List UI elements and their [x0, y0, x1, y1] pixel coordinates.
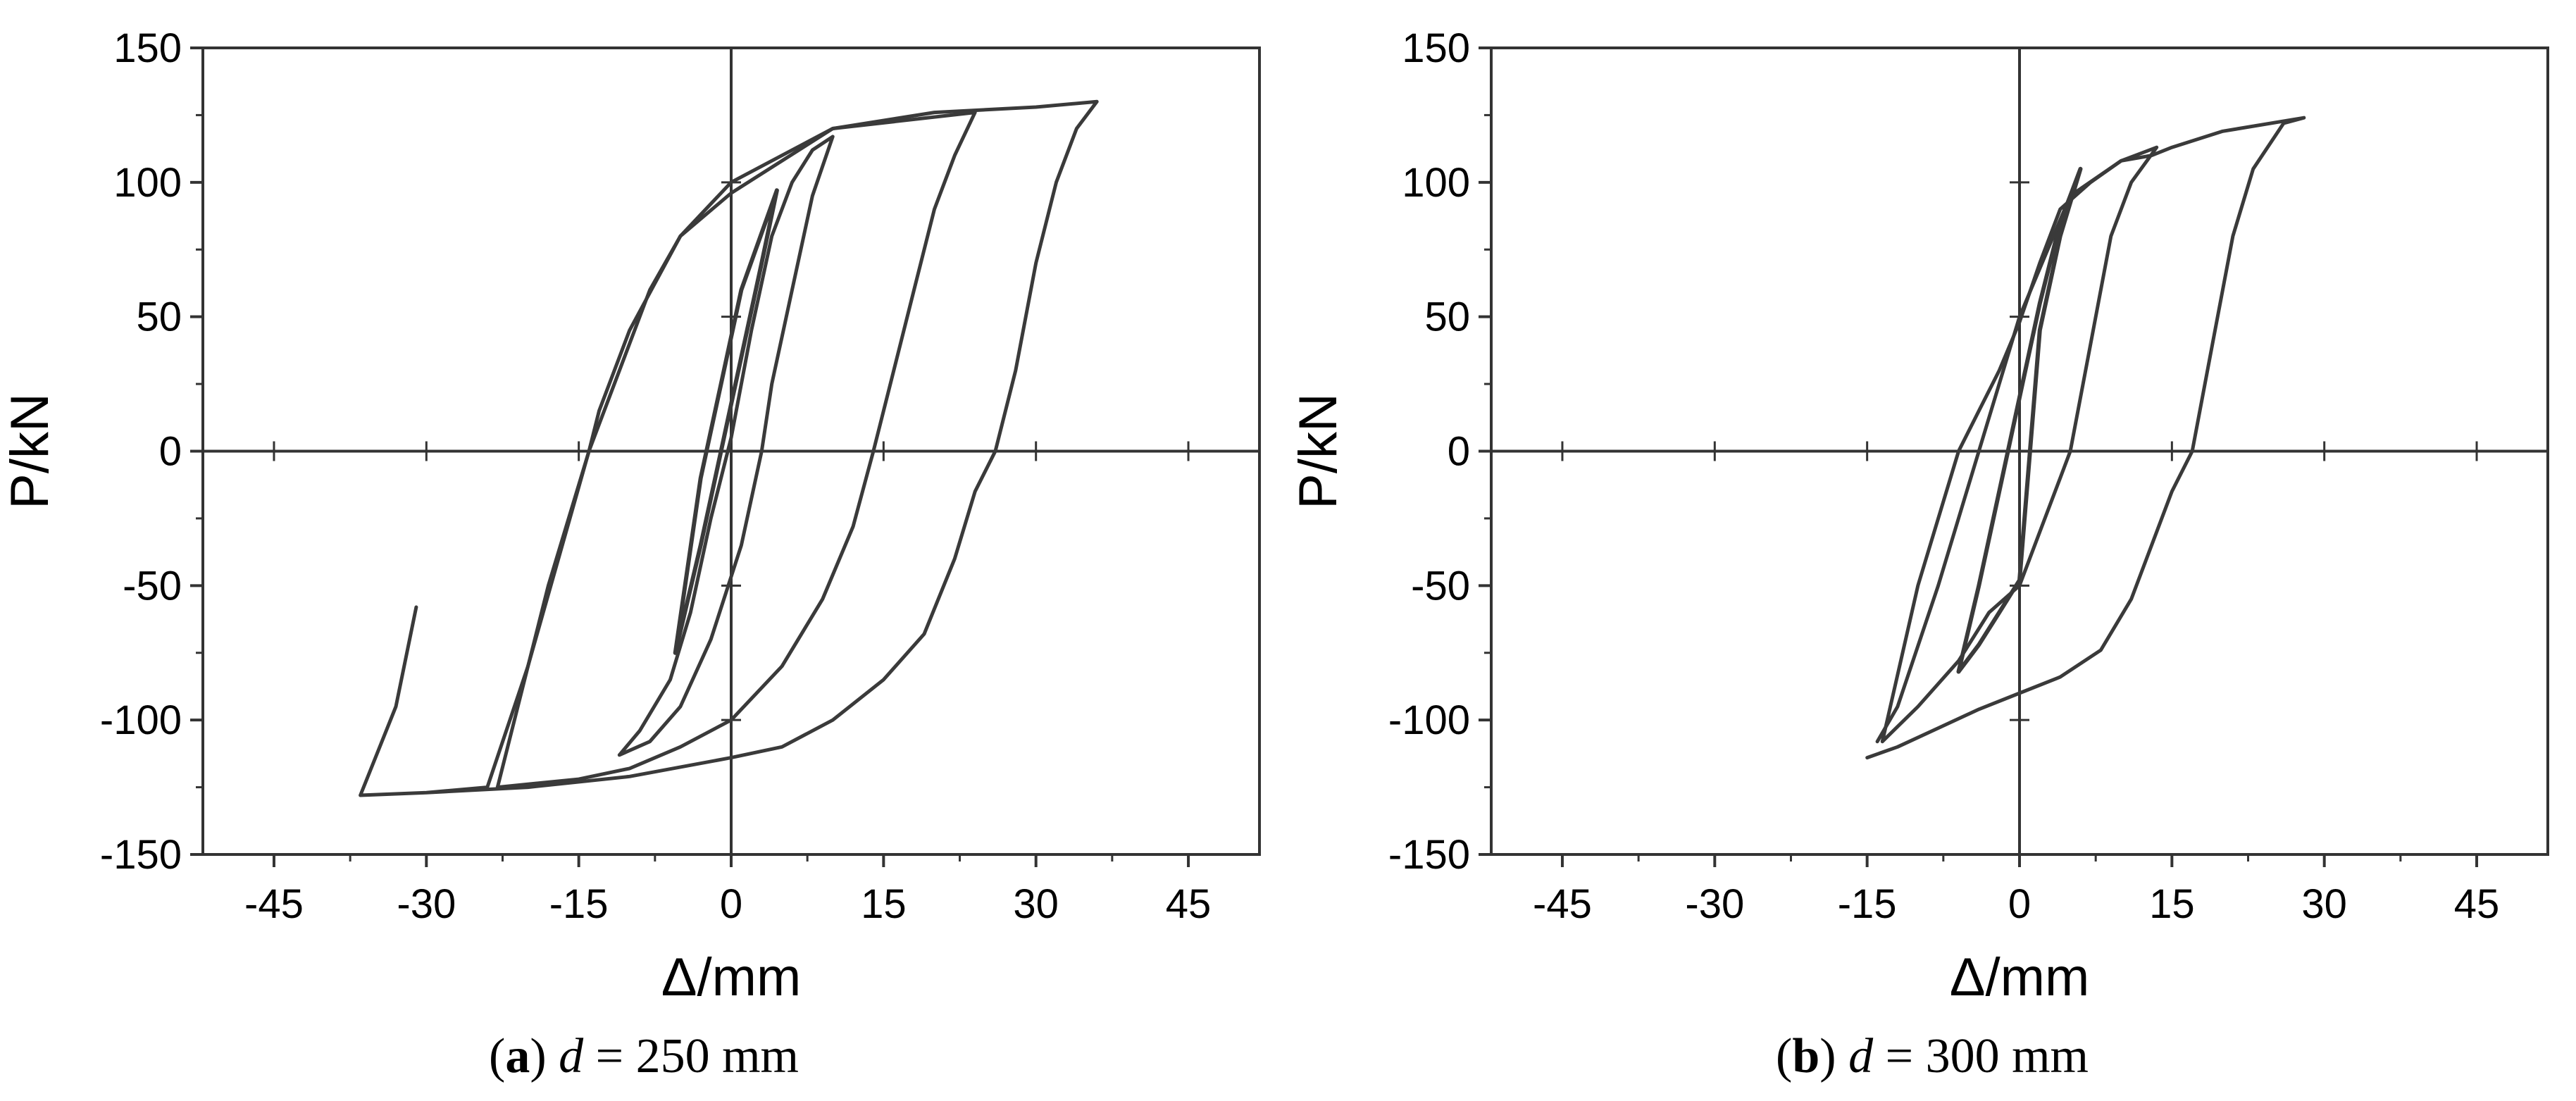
x-tick-label: 30: [2301, 881, 2347, 927]
x-tick-label: -45: [1533, 881, 1592, 927]
y-tick-label: -100: [100, 697, 182, 743]
x-tick-label: 15: [861, 881, 907, 927]
x-axis-title: Δ/mm: [1950, 947, 2090, 1007]
y-tick-label: 100: [1402, 160, 1470, 206]
x-tick-label: -15: [1838, 881, 1897, 927]
hysteresis-loop-2: [1880, 145, 2159, 744]
caption-a-value: = 250 mm: [583, 1029, 799, 1083]
hysteresis-loop-3: [495, 111, 977, 790]
hysteresis-loop-4: [359, 99, 1099, 797]
caption-b-letter: b: [1792, 1029, 1820, 1083]
y-tick-label: -150: [100, 832, 182, 878]
x-tick-label: 0: [2008, 881, 2031, 927]
x-tick-label: -30: [1685, 881, 1744, 927]
y-tick-label: -150: [1388, 832, 1470, 878]
panel-a: 150 100 50 0 -50 -100 -150 -45 -30 -15 0 15 30 45 Δ/mm…: [0, 25, 1261, 1083]
x-tick-label: 15: [2149, 881, 2195, 927]
x-tick-label: 45: [1166, 881, 1212, 927]
caption-b-value: = 300 mm: [1873, 1029, 2089, 1083]
x-axis-title: Δ/mm: [661, 947, 802, 1007]
panel-b: 150 100 50 0 -50 -100 -150 -45 -30 -15 0 15 30 45 Δ/mm…: [1288, 0, 2576, 1101]
y-tick-label: 50: [136, 294, 182, 340]
caption-a: (a) d = 250 mm: [489, 1029, 799, 1083]
x-tick-label: -30: [397, 881, 456, 927]
x-tick-label: 0: [720, 881, 742, 927]
y-tick-label: -50: [123, 563, 182, 609]
x-tick-label: -45: [244, 881, 304, 927]
y-tick-label: 150: [113, 25, 182, 71]
y-tick-label: 100: [113, 160, 182, 206]
hysteresis-loop-1: [673, 188, 779, 655]
y-tick-label: 50: [1424, 294, 1470, 340]
caption-a-variable: d: [559, 1029, 584, 1083]
y-tick-label: 0: [159, 429, 182, 475]
y-tick-label: 150: [1402, 25, 1470, 71]
x-tick-label: -15: [549, 881, 609, 927]
x-tick-label: 30: [1013, 881, 1059, 927]
x-tick-label: 45: [2454, 881, 2500, 927]
hysteresis-loop-1: [1956, 166, 2083, 674]
caption-a-letter: a: [505, 1029, 530, 1083]
y-tick-label: 0: [1448, 429, 1470, 475]
caption-b: (b) d = 300 mm: [1776, 1029, 2089, 1083]
caption-b-variable: d: [1848, 1029, 1874, 1083]
hysteresis-loop-2: [617, 135, 835, 757]
y-axis-title: P/kN: [1288, 393, 1348, 509]
hysteresis-loop-3: [1865, 116, 2306, 760]
y-tick-label: -50: [1411, 563, 1470, 609]
y-tick-label: -100: [1388, 697, 1470, 743]
y-axis-title: P/kN: [0, 393, 60, 509]
